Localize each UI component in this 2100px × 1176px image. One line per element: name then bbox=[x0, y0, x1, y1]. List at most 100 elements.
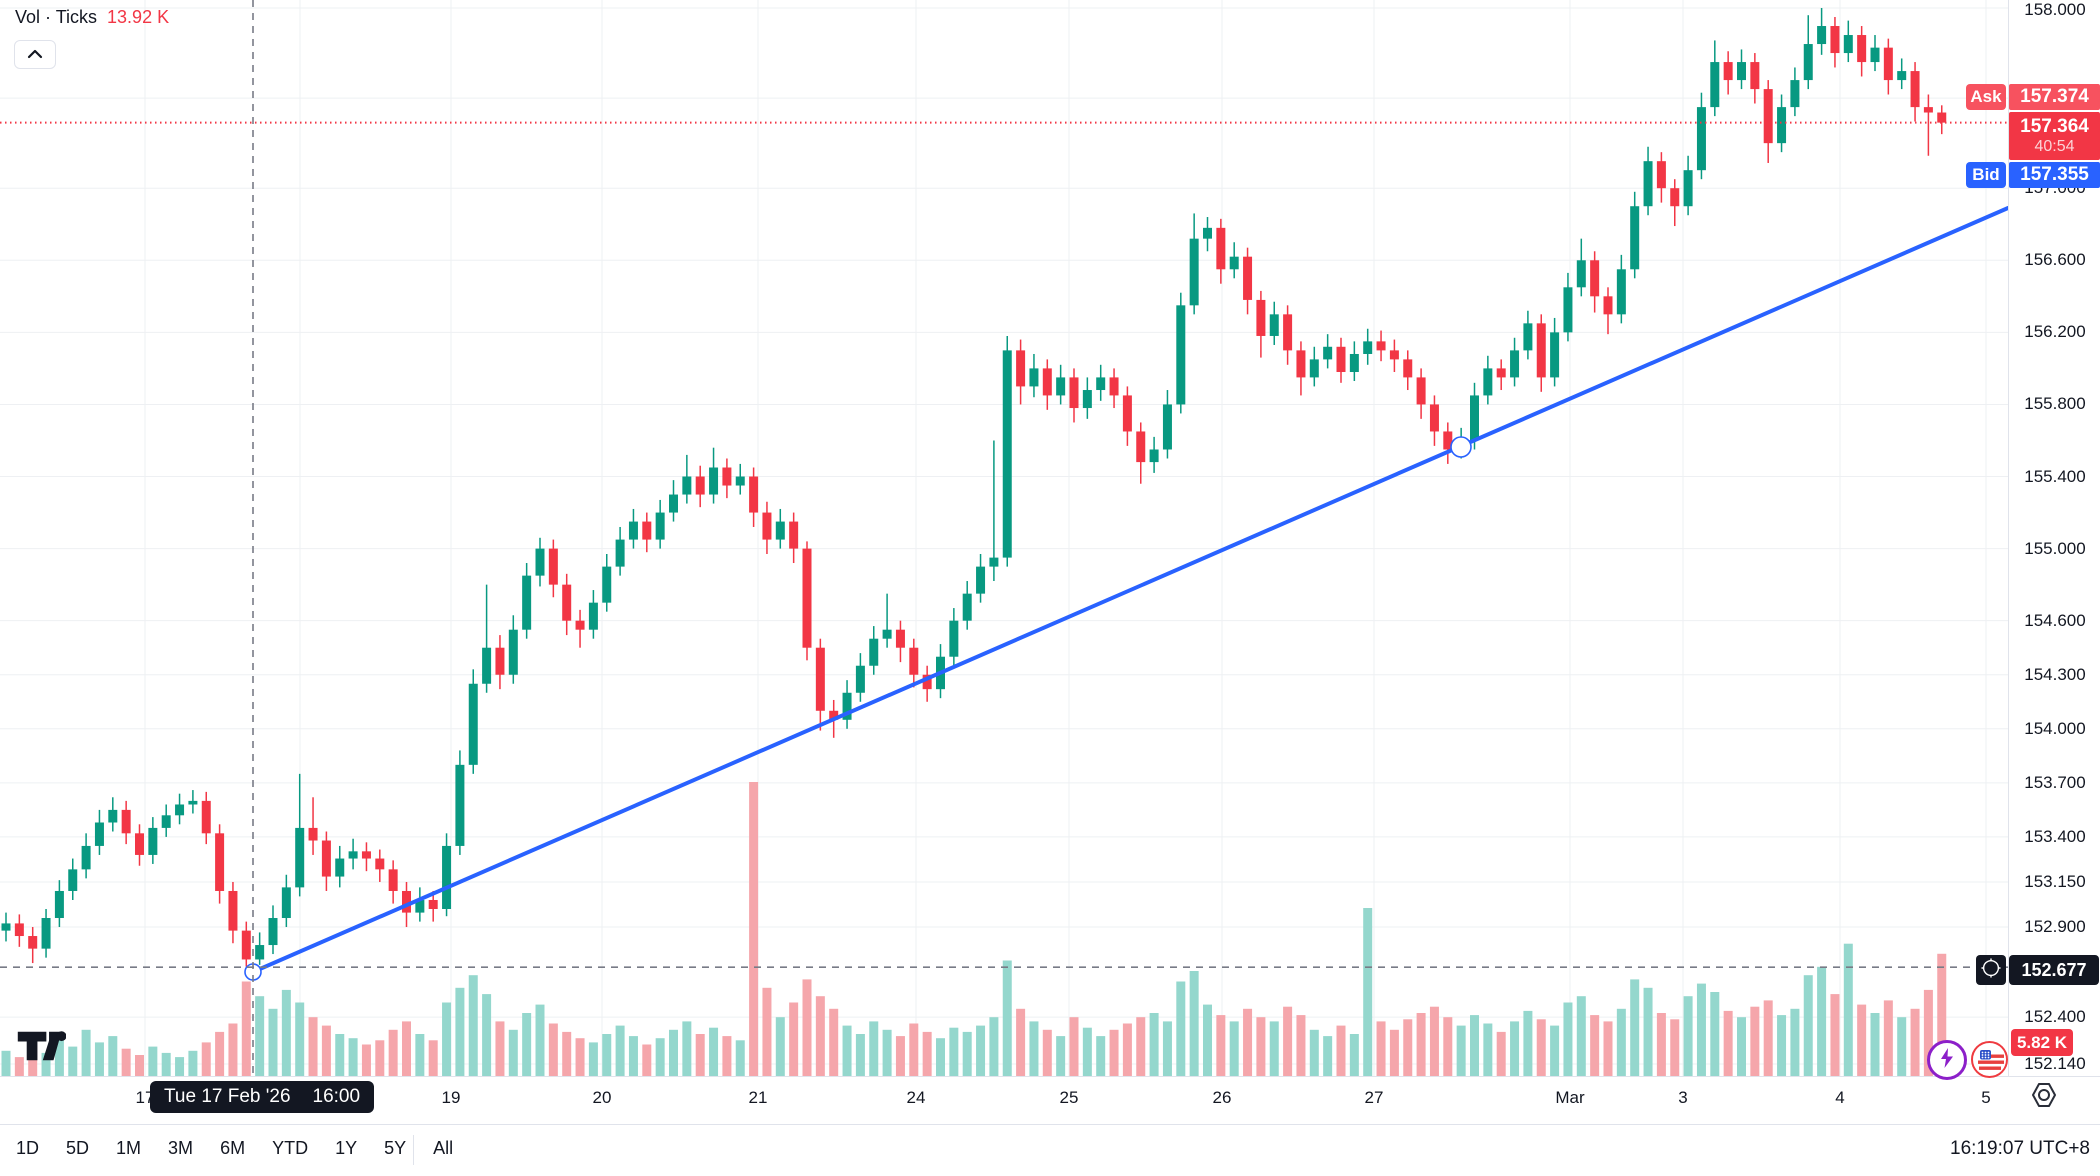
volume-bar bbox=[1790, 1008, 1800, 1076]
volume-bar bbox=[1710, 992, 1720, 1076]
range-button-5y[interactable]: 5Y bbox=[384, 1138, 407, 1158]
range-button-6m[interactable]: 6M bbox=[220, 1138, 246, 1158]
time-axis-label: 5 bbox=[1981, 1088, 1991, 1107]
volume-bar bbox=[895, 1036, 905, 1076]
candle-body bbox=[1536, 323, 1546, 378]
volume-bar bbox=[1056, 1036, 1066, 1076]
volume-bar bbox=[1029, 1021, 1039, 1076]
volume-bar bbox=[976, 1025, 986, 1076]
volume-bar bbox=[1189, 971, 1199, 1076]
time-axis-label: 27 bbox=[1364, 1088, 1384, 1107]
volume-bar bbox=[54, 1038, 64, 1076]
volume-bar bbox=[228, 1023, 238, 1076]
range-button-1m[interactable]: 1M bbox=[116, 1138, 142, 1158]
candle-body bbox=[268, 918, 278, 946]
volume-bar bbox=[909, 1023, 919, 1076]
price-axis-label: 153.400 bbox=[2024, 826, 2086, 846]
volume-bar bbox=[628, 1036, 638, 1076]
tooltip-time: 16:00 bbox=[312, 1086, 361, 1107]
volume-bar bbox=[1149, 1013, 1159, 1076]
candle-body bbox=[14, 923, 24, 937]
candle-body bbox=[415, 899, 425, 913]
candle-body bbox=[135, 833, 144, 855]
volume-bar bbox=[442, 1002, 452, 1076]
time-axis-label: 25 bbox=[1059, 1088, 1079, 1107]
price-axis-label: 153.700 bbox=[2024, 772, 2086, 792]
candle-body bbox=[1523, 323, 1533, 351]
candle-body bbox=[1817, 26, 1827, 45]
volume-bar bbox=[642, 1044, 652, 1076]
volume-bar bbox=[855, 1034, 865, 1076]
volume-bar bbox=[535, 1004, 545, 1076]
range-button-5d[interactable]: 5D bbox=[66, 1138, 90, 1158]
candle-body bbox=[669, 494, 678, 513]
last-volume-badge: 5.82 K bbox=[2011, 1029, 2073, 1056]
candle-body bbox=[375, 858, 385, 870]
volume-bar bbox=[1603, 1021, 1613, 1076]
candle-body bbox=[201, 800, 211, 834]
time-axis-label: 3 bbox=[1678, 1088, 1688, 1107]
volume-bar bbox=[588, 1042, 598, 1076]
volume-bar bbox=[1737, 1017, 1746, 1076]
volume-bar bbox=[68, 1046, 78, 1076]
trendline-anchor[interactable] bbox=[1450, 436, 1472, 458]
gear-icon bbox=[2029, 1081, 2059, 1114]
candle-body bbox=[1630, 206, 1640, 270]
candle-body bbox=[1563, 287, 1573, 333]
volume-bar bbox=[348, 1038, 358, 1076]
range-button-1y[interactable]: 1Y bbox=[335, 1138, 358, 1158]
candle-body bbox=[1883, 47, 1893, 81]
candle-body bbox=[175, 804, 185, 816]
price-axis-label: 152.400 bbox=[2024, 1007, 2086, 1027]
range-button-ytd[interactable]: YTD bbox=[272, 1138, 309, 1158]
trendline[interactable] bbox=[251, 206, 2010, 974]
volume-bar bbox=[1550, 1025, 1560, 1076]
volume-bar bbox=[1256, 1017, 1266, 1076]
add-alert-button[interactable] bbox=[1976, 955, 2006, 985]
flash-order-button[interactable] bbox=[1927, 1040, 1967, 1080]
volume-bar bbox=[321, 1025, 331, 1076]
candle-body bbox=[402, 890, 411, 913]
candle-body bbox=[1203, 227, 1212, 239]
candle-body bbox=[1389, 350, 1399, 360]
tradingview-logo[interactable] bbox=[16, 1028, 67, 1069]
volume-bar bbox=[188, 1050, 198, 1076]
candle-body bbox=[68, 869, 78, 891]
candle-body bbox=[1283, 314, 1293, 351]
candle-body bbox=[348, 851, 358, 859]
candle-body bbox=[1376, 341, 1386, 351]
volume-bar bbox=[1269, 1021, 1279, 1076]
range-button-3m[interactable]: 3M bbox=[168, 1138, 194, 1158]
candle-body bbox=[1616, 269, 1626, 315]
volume-bar bbox=[1283, 1006, 1293, 1076]
volume-bar bbox=[522, 1013, 532, 1076]
volume-bar bbox=[121, 1048, 131, 1076]
candle-body bbox=[1576, 260, 1586, 288]
axis-settings-button[interactable] bbox=[2026, 1081, 2062, 1113]
candle-body bbox=[1162, 404, 1172, 450]
range-button-all[interactable]: All bbox=[433, 1138, 454, 1158]
candle-body bbox=[321, 840, 331, 877]
volume-bar bbox=[749, 782, 759, 1076]
bid-price-label: 157.355 bbox=[2009, 162, 2100, 188]
us-flag-icon[interactable] bbox=[1971, 1041, 2008, 1078]
clock[interactable]: 16:19:07 UTC+8 bbox=[1950, 1138, 2090, 1159]
candle-body bbox=[1096, 377, 1106, 391]
candle-body bbox=[188, 800, 198, 805]
collapse-legend-button[interactable] bbox=[14, 40, 56, 69]
candle-body bbox=[976, 566, 986, 594]
last-price-value: 157.364 bbox=[2020, 116, 2089, 137]
volume-bar bbox=[1016, 1008, 1026, 1076]
candle-body bbox=[1643, 161, 1653, 207]
candle-body bbox=[722, 467, 732, 486]
candle-body bbox=[949, 620, 959, 657]
candle-body bbox=[642, 521, 652, 540]
volume-bar bbox=[735, 1040, 745, 1076]
candle-body bbox=[789, 521, 799, 549]
time-axis-label: 20 bbox=[592, 1088, 612, 1107]
range-button-1d[interactable]: 1D bbox=[16, 1138, 40, 1158]
volume-bar bbox=[1403, 1019, 1413, 1076]
candle-body bbox=[762, 512, 772, 540]
